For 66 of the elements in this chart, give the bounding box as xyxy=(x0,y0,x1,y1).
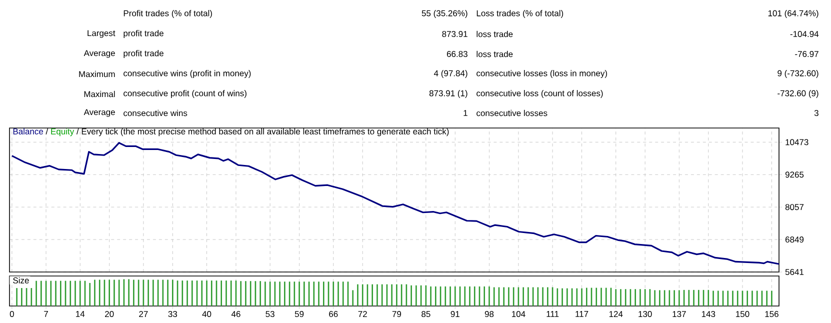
text: consecutive loss (count of losses) xyxy=(476,90,603,98)
chart-title: Size xyxy=(13,277,29,284)
text: -104.94 xyxy=(790,30,819,38)
x-tick-label: 7 xyxy=(44,311,48,317)
x-tick-label: 156 xyxy=(765,311,778,318)
x-tick-label: 124 xyxy=(609,311,623,317)
text: consecutive losses xyxy=(476,110,548,116)
x-tick-label: 53 xyxy=(266,311,274,318)
text: 9 (-732.60) xyxy=(778,70,818,78)
x-tick-label: 33 xyxy=(168,311,178,318)
text: profit trade xyxy=(124,50,164,58)
text: consecutive wins (profit in money) xyxy=(124,70,251,78)
annotation: / xyxy=(76,128,79,134)
x-tick-label: 91 xyxy=(450,311,460,318)
legend-label: Equity xyxy=(51,128,74,136)
x-tick-label: 72 xyxy=(358,311,367,317)
chart-title: Every tick (the most precise method based on all available least timeframes to generate each tick) xyxy=(82,128,449,136)
text: Average xyxy=(84,50,115,58)
y-tick-label: 6849 xyxy=(785,236,804,243)
text: -76.97 xyxy=(795,50,818,58)
y-tick-label: 8057 xyxy=(785,204,804,210)
annotation: / xyxy=(46,128,48,134)
line-series xyxy=(11,142,780,265)
x-tick-label: 137 xyxy=(672,311,686,318)
text: loss trade xyxy=(476,50,513,58)
text: profit trade xyxy=(124,30,164,38)
text: Balance xyxy=(13,128,44,134)
x-tick-label: 46 xyxy=(231,311,240,318)
text: loss trade xyxy=(476,30,513,38)
x-tick-label: 0 xyxy=(10,311,14,318)
text: 3 xyxy=(814,110,818,116)
x-tick-label: 111 xyxy=(546,311,559,317)
x-tick-label: 98 xyxy=(484,311,494,318)
y-tick-label: 9265 xyxy=(785,172,804,178)
text: consecutive wins xyxy=(124,110,188,116)
x-tick-label: 79 xyxy=(392,311,402,318)
x-tick-label: 85 xyxy=(422,311,430,318)
x-tick-label: 143 xyxy=(702,311,716,318)
text: 4 (97.84) xyxy=(434,70,468,78)
x-tick-label: 27 xyxy=(139,311,148,317)
text: 1 xyxy=(464,110,468,116)
text: 55 (35.26%) xyxy=(422,10,468,18)
text: 66.83 xyxy=(446,50,468,58)
x-tick-label: 117 xyxy=(576,311,588,317)
text: consecutive losses (loss in money) xyxy=(476,70,607,78)
text: 101 (64.74%) xyxy=(768,10,818,18)
x-tick-label: 59 xyxy=(294,311,304,318)
text: Maximum xyxy=(79,70,115,78)
text: -732.60 (9) xyxy=(778,90,818,98)
y-tick-label: 10473 xyxy=(786,139,808,146)
text: Maximal xyxy=(84,90,115,98)
text: 873.91 xyxy=(442,30,468,38)
text: Largest xyxy=(88,30,116,38)
text: Profit trades (% of total) xyxy=(124,10,212,18)
x-tick-label: 14 xyxy=(76,311,85,317)
x-tick-label: 150 xyxy=(736,311,750,318)
x-tick-label: 66 xyxy=(329,311,338,318)
x-tick-label: 20 xyxy=(105,311,114,318)
text: Average xyxy=(84,109,115,117)
text: 873.91 (1) xyxy=(429,90,468,98)
x-tick-label: 40 xyxy=(202,311,212,318)
text: Loss trades (% of total) xyxy=(476,10,564,18)
x-tick-label: 130 xyxy=(638,311,652,318)
text: consecutive profit (count of wins) xyxy=(124,90,246,98)
y-tick-label: 5641 xyxy=(785,268,804,276)
x-tick-label: 104 xyxy=(512,311,526,318)
